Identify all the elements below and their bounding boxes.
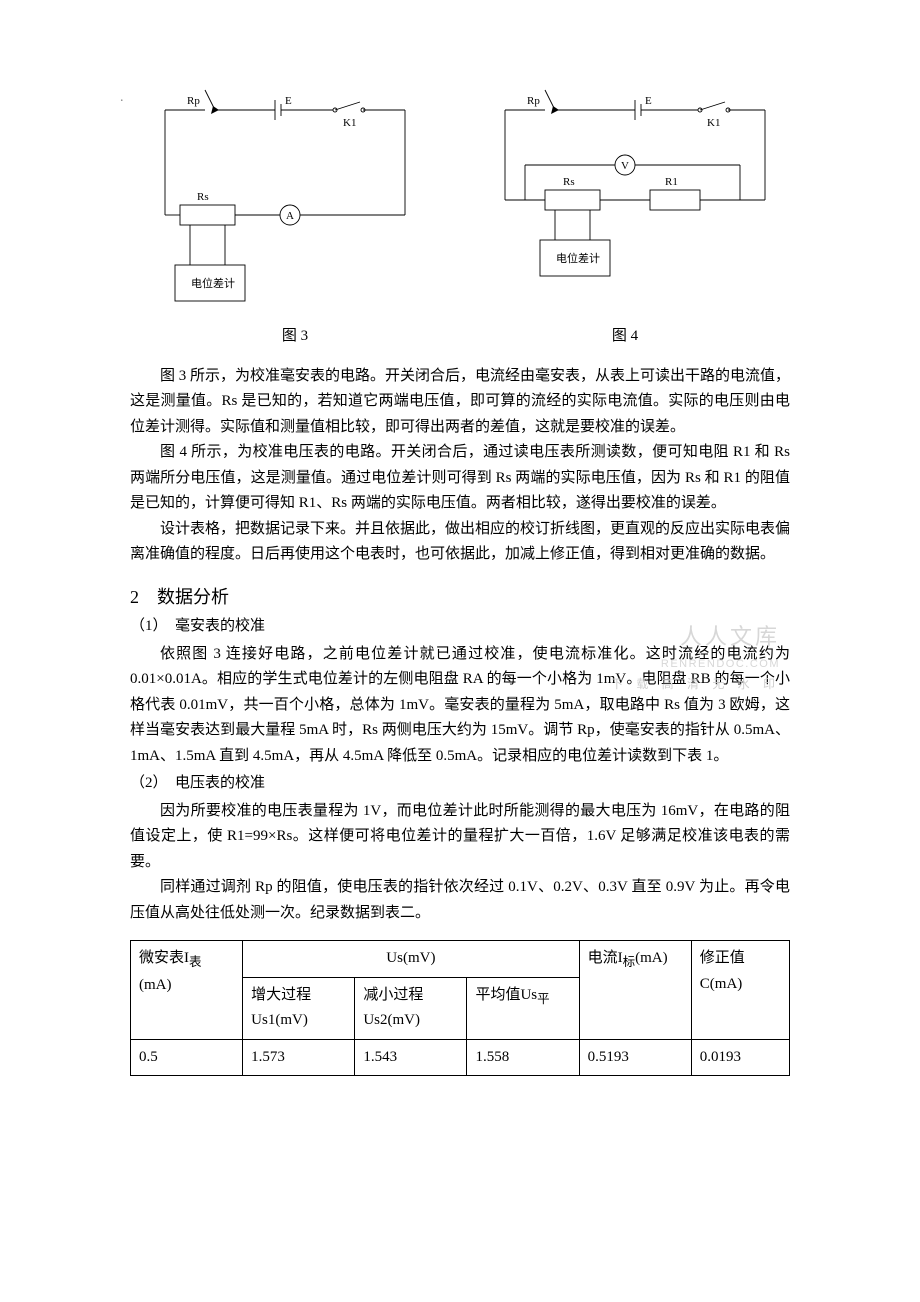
cell-0-4: 0.5193 xyxy=(579,1039,691,1076)
paragraph-6: 同样通过调剂 Rp 的阻值，使电压表的指针依次经过 0.1V、0.2V、0.3V… xyxy=(130,875,790,926)
th-istd-l1: 电流I xyxy=(588,950,623,966)
subsection-1: （1） 毫安表的校准 xyxy=(130,614,790,640)
diagram-3: Rp E K1 A xyxy=(130,80,440,310)
th-inc: 增大过程 Us1(mV) xyxy=(243,977,355,1039)
paragraph-4: 依照图 3 连接好电路，之前电位差计就已通过校准，使电流标准化。这时流经的电流约… xyxy=(130,642,790,770)
cell-0-0: 0.5 xyxy=(131,1039,243,1076)
table-row: 0.5 1.573 1.543 1.558 0.5193 0.0193 xyxy=(131,1039,790,1076)
cell-0-1: 1.573 xyxy=(243,1039,355,1076)
paragraph-3: 设计表格，把数据记录下来。并且依据此，做出相应的校订折线图，更直观的反应出实际电… xyxy=(130,517,790,568)
rp-label-4: Rp xyxy=(527,95,540,107)
dot-marker: . xyxy=(120,86,124,110)
rs-label-4: Rs xyxy=(563,176,575,188)
diagram-4: Rp E K1 R1 xyxy=(480,80,790,310)
e-label: E xyxy=(285,95,292,107)
subsection-2: （2） 电压表的校准 xyxy=(130,771,790,797)
th-avg-sub: 平 xyxy=(537,992,550,1006)
rp-label: Rp xyxy=(187,95,200,107)
paragraph-1: 图 3 所示，为校准毫安表的电路。开关闭合后，电流经由毫安表，从表上可读出干路的… xyxy=(130,364,790,441)
ammeter-label: A xyxy=(286,210,294,222)
cell-0-5: 0.0193 xyxy=(691,1039,789,1076)
th-c1-sub: 表 xyxy=(189,955,202,969)
th-dec-l1: 减小过程 xyxy=(363,987,423,1003)
th-dec: 减小过程 Us2(mV) xyxy=(355,977,467,1039)
th-istd-l2: (mA) xyxy=(635,950,668,966)
section-2-title: 2 数据分析 xyxy=(130,582,790,613)
th-istd: 电流I标(mA) xyxy=(579,941,691,1040)
th-microamp: 微安表I表 (mA) xyxy=(131,941,243,1040)
th-inc-l2: Us1(mV) xyxy=(251,1012,308,1028)
paragraph-5: 因为所要校准的电压表量程为 1V，而电位差计此时所能测得的最大电压为 16mV，… xyxy=(130,799,790,876)
figure-3-caption: 图 3 xyxy=(130,324,460,350)
e-label-4: E xyxy=(645,95,652,107)
k1-label: K1 xyxy=(343,117,356,129)
th-inc-l1: 增大过程 xyxy=(251,987,311,1003)
th-c1-l2: (mA) xyxy=(139,977,172,993)
cell-0-2: 1.543 xyxy=(355,1039,467,1076)
diagram-row: Rp E K1 A xyxy=(130,80,790,310)
th-avg-l1: 平均值Us xyxy=(475,987,537,1003)
k1-label-4: K1 xyxy=(707,117,720,129)
section-text: 数据分析 xyxy=(157,587,229,607)
data-table: 微安表I表 (mA) Us(mV) 电流I标(mA) 修正值 C(mA) 增大过… xyxy=(130,940,790,1076)
pot-label-3: 电位差计 xyxy=(191,276,235,290)
table-header-row-1: 微安表I表 (mA) Us(mV) 电流I标(mA) 修正值 C(mA) xyxy=(131,941,790,978)
figure-4-caption: 图 4 xyxy=(460,324,790,350)
th-istd-sub: 标 xyxy=(623,955,636,969)
th-corr-l1: 修正值 xyxy=(700,950,745,966)
th-corr-l2: C(mA) xyxy=(700,976,743,992)
th-corr: 修正值 C(mA) xyxy=(691,941,789,1040)
th-c1-l1: 微安表I xyxy=(139,950,189,966)
pot-label-4: 电位差计 xyxy=(556,251,600,265)
th-avg: 平均值Us平 xyxy=(467,977,579,1039)
circuit-4-svg: Rp E K1 R1 xyxy=(485,80,785,310)
th-us: Us(mV) xyxy=(243,941,579,978)
cell-0-3: 1.558 xyxy=(467,1039,579,1076)
th-dec-l2: Us2(mV) xyxy=(363,1012,420,1028)
rs-label: Rs xyxy=(197,191,209,203)
r1-label: R1 xyxy=(665,176,678,188)
section-num: 2 xyxy=(130,587,139,607)
voltmeter-label: V xyxy=(621,160,629,172)
circuit-3-svg: Rp E K1 A xyxy=(145,80,425,310)
paragraph-2: 图 4 所示，为校准电压表的电路。开关闭合后，通过读电压表所测读数，便可知电阻 … xyxy=(130,440,790,517)
